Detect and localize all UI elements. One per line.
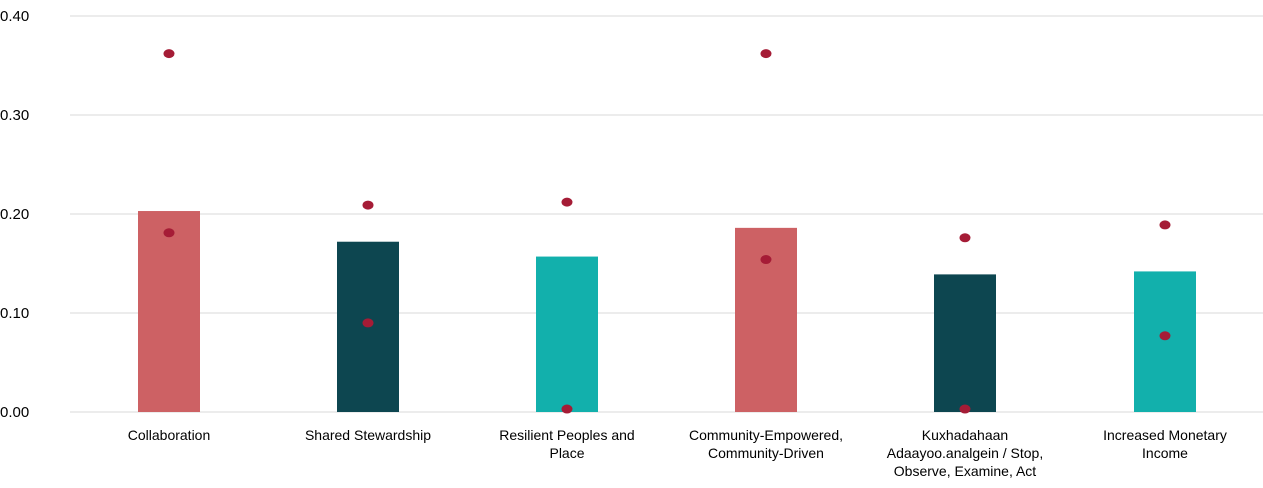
- y-axis-ticks: 0.00 0.10 0.20 0.30 0.40: [0, 8, 29, 421]
- y-tick-label: 0.40: [0, 8, 29, 25]
- point-s0-4: [959, 233, 971, 243]
- x-category-line: Community-Empowered,: [689, 427, 843, 443]
- x-category-line: Place: [549, 445, 584, 461]
- point-s1-1: [362, 318, 374, 328]
- x-category-line: Kuxhadahaan: [922, 427, 1008, 443]
- x-category-label: Shared Stewardship: [305, 427, 431, 443]
- y-tick-label: 0.00: [0, 404, 29, 421]
- x-category-line: Adaayoo.analgein / Stop,: [887, 445, 1043, 461]
- x-category-line: Observe, Examine, Act: [894, 463, 1037, 479]
- bar-4: [934, 274, 996, 412]
- y-tick-label: 0.20: [0, 206, 29, 223]
- bar-0: [138, 211, 200, 412]
- x-category-line: Community-Driven: [708, 445, 824, 461]
- x-axis-labels: Collaboration Shared Stewardship Resilient…: [128, 427, 1227, 479]
- point-s0-0: [163, 49, 175, 59]
- x-category-label: Increased Monetary Income: [1103, 427, 1227, 461]
- point-s1-3: [760, 255, 772, 265]
- x-category-line: Collaboration: [128, 427, 211, 443]
- gridlines: [70, 15, 1263, 413]
- bar-2: [536, 256, 598, 412]
- bar-5: [1134, 271, 1196, 412]
- x-category-line: Increased Monetary: [1103, 427, 1227, 443]
- y-tick-label: 0.10: [0, 305, 29, 322]
- point-s0-2: [561, 197, 573, 207]
- x-category-line: Shared Stewardship: [305, 427, 431, 443]
- point-s0-3: [760, 49, 772, 59]
- x-category-line: Income: [1142, 445, 1188, 461]
- y-tick-label: 0.30: [0, 107, 29, 124]
- point-s1-5: [1159, 331, 1171, 341]
- point-s1-2: [561, 404, 573, 414]
- point-s1-4: [959, 404, 971, 414]
- x-category-label: Collaboration: [128, 427, 211, 443]
- points: [163, 49, 1171, 414]
- x-category-label: Resilient Peoples and Place: [499, 427, 634, 461]
- x-category-line: Resilient Peoples and: [499, 427, 634, 443]
- point-s0-1: [362, 200, 374, 210]
- x-category-label: Kuxhadahaan Adaayoo.analgein / Stop, Obser…: [887, 427, 1043, 479]
- x-category-label: Community-Empowered, Community-Driven: [689, 427, 843, 461]
- point-s0-5: [1159, 220, 1171, 230]
- point-s1-0: [163, 228, 175, 238]
- bars: [138, 211, 1196, 412]
